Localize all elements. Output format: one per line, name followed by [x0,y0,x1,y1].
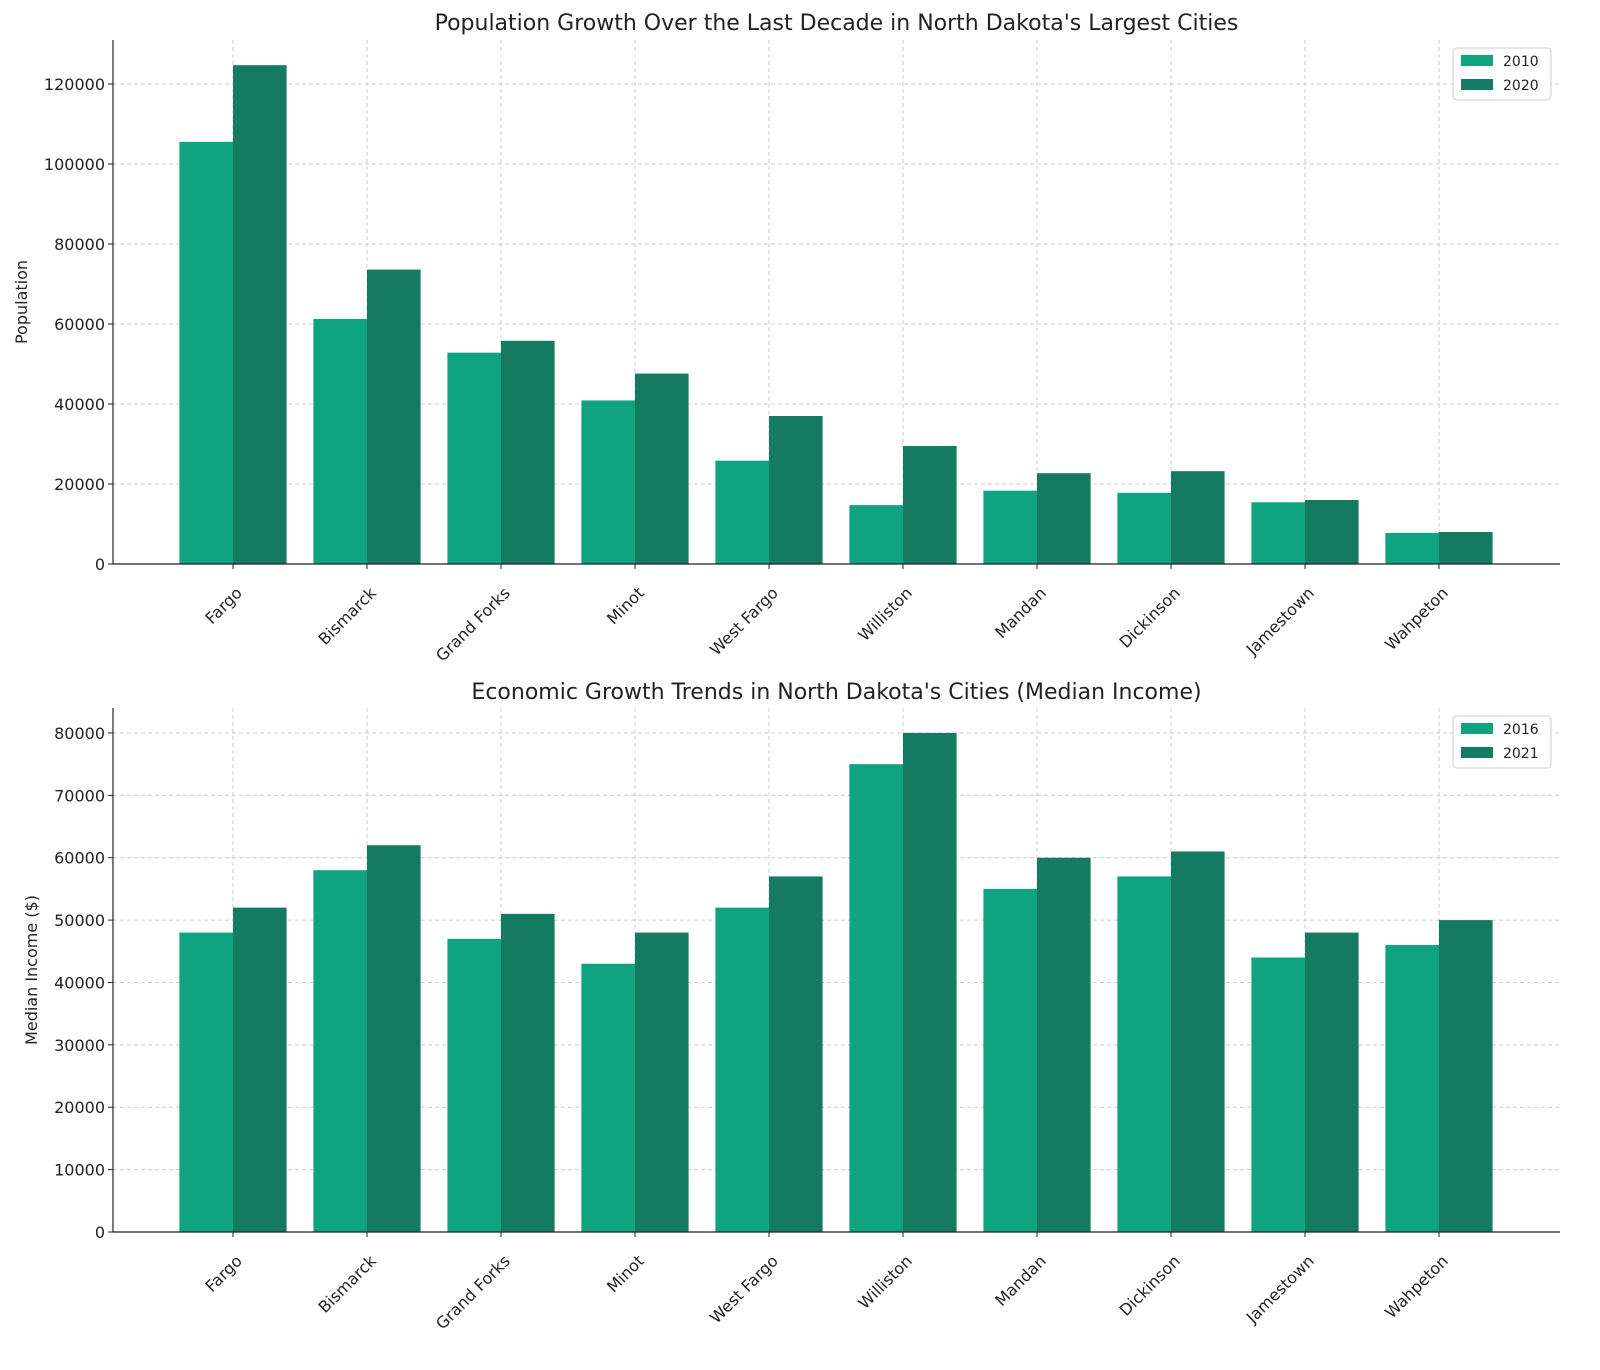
bar-2016-minot [581,963,635,1232]
legend-swatch-2021 [1461,747,1493,758]
bar-2020-west-fargo [769,416,823,564]
legend-label: 2021 [1503,746,1539,762]
bar-2010-fargo [179,141,233,564]
x-tick-label: Bismarck [314,1251,380,1317]
y-tick-label: 120000 [44,75,105,94]
bar-2010-west-fargo [715,460,769,564]
bar-2020-williston [903,446,957,564]
x-tick-label: Dickinson [1115,583,1183,651]
y-tick-label: 60000 [54,315,105,334]
bar-2016-mandan [983,888,1037,1232]
bar-2016-dickinson [1117,876,1171,1232]
bar-2021-fargo [233,907,287,1232]
x-tick-label: Mandan [991,1251,1050,1310]
bar-2010-jamestown [1251,502,1305,564]
legend-label: 2020 [1503,78,1539,94]
x-tick-label: Bismarck [314,583,380,649]
y-tick-label: 100000 [44,155,105,174]
x-tick-label: Mandan [991,583,1050,642]
x-tick-label: Williston [854,583,915,644]
bar-2021-bismarck [367,845,421,1232]
legend-swatch-2010 [1461,55,1493,66]
bar-2016-williston [849,764,903,1232]
chart-panel-1: 0 20000 40000 60000 80000 100000 120000 Fargo Bi… [12,11,1560,665]
legend-swatch-2016 [1461,723,1493,734]
bar-2020-mandan [1037,473,1091,564]
y-axis-label: Population [12,260,31,344]
x-tick-label: Jamestown [1242,583,1318,659]
y-tick-label: 30000 [54,1036,105,1055]
bar-2010-bismarck [313,318,367,564]
legend-swatch-2020 [1461,79,1493,90]
x-tick-label: Wahpeton [1381,583,1452,654]
y-axis-label: Median Income ($) [22,895,41,1045]
x-tick-label: Wahpeton [1381,1251,1452,1322]
y-tick-label: 0 [95,1223,105,1242]
chart-title: Economic Growth Trends in North Dakota's… [471,680,1201,705]
x-tick-label: Minot [603,583,648,628]
bar-2016-grand-forks [447,938,501,1232]
x-tick-label: Minot [603,1251,648,1296]
x-tick-label: Jamestown [1242,1251,1318,1327]
bar-2020-minot [635,373,689,564]
bar-2016-bismarck [313,870,367,1232]
y-tick-label: 0 [95,555,105,574]
bar-2016-wahpeton [1385,945,1439,1232]
bar-2010-grand-forks [447,352,501,564]
y-tick-label: 80000 [54,235,105,254]
x-tick-label: Grand Forks [432,1251,514,1333]
bar-2010-dickinson [1117,492,1171,564]
bar-2020-grand-forks [501,340,555,564]
x-tick-label: West Fargo [706,583,782,659]
x-tick-label: Fargo [201,1251,245,1295]
y-tick-label: 40000 [54,973,105,992]
x-tick-label: Fargo [201,583,245,627]
bar-2010-minot [581,400,635,564]
bar-2016-west-fargo [715,907,769,1232]
legend-label: 2010 [1503,54,1539,70]
bar-2020-jamestown [1305,500,1359,564]
y-tick-label: 40000 [54,395,105,414]
bar-2016-jamestown [1251,957,1305,1232]
bar-2010-wahpeton [1385,532,1439,564]
bar-2021-jamestown [1305,932,1359,1232]
bar-2021-williston [903,732,957,1232]
y-tick-label: 80000 [54,724,105,743]
bar-2016-fargo [179,932,233,1232]
x-tick-label: Williston [854,1251,915,1312]
bar-2010-williston [849,505,903,564]
legend-label: 2016 [1503,722,1539,738]
chart-panel-2: 0 10000 20000 30000 40000 50000 60000 70000 8000… [22,680,1560,1333]
bar-2021-west-fargo [769,876,823,1232]
bar-2010-mandan [983,490,1037,564]
x-tick-label: Grand Forks [432,583,514,665]
chart-title: Population Growth Over the Last Decade i… [435,11,1239,36]
bar-2021-dickinson [1171,851,1225,1232]
bar-2021-wahpeton [1439,920,1493,1232]
legend: 2016 2021 [1452,715,1552,769]
bar-2020-wahpeton [1439,532,1493,564]
y-tick-label: 70000 [54,786,105,805]
bar-2021-grand-forks [501,913,555,1232]
bar-2020-fargo [233,65,287,564]
x-tick-label: West Fargo [706,1251,782,1327]
bar-2021-mandan [1037,857,1091,1232]
bar-2020-dickinson [1171,471,1225,564]
y-tick-label: 20000 [54,475,105,494]
y-tick-label: 20000 [54,1098,105,1117]
bar-2020-bismarck [367,269,421,564]
legend: 2010 2020 [1452,47,1552,101]
y-tick-label: 60000 [54,849,105,868]
x-tick-label: Dickinson [1115,1251,1183,1319]
y-tick-label: 50000 [54,911,105,930]
y-tick-label: 10000 [54,1161,105,1180]
bar-2021-minot [635,932,689,1232]
